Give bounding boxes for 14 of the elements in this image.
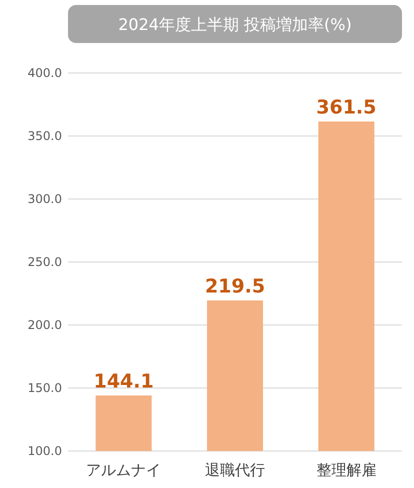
x-tick-label: アルムナイ <box>86 461 162 479</box>
x-tick-label: 整理解雇 <box>316 461 376 479</box>
data-label: 144.1 <box>94 370 154 392</box>
y-tick-label: 300.0 <box>28 192 62 206</box>
chart-title: 2024年度上半期 投稿増加率(%) <box>118 15 352 34</box>
y-tick-label: 350.0 <box>28 129 62 143</box>
data-label: 361.5 <box>316 96 376 119</box>
y-tick-label: 150.0 <box>28 381 62 395</box>
y-tick-label: 250.0 <box>28 255 62 269</box>
x-tick-label: 退職代行 <box>205 461 265 479</box>
y-tick-label: 100.0 <box>28 444 62 458</box>
y-tick-label: 200.0 <box>28 318 62 332</box>
y-tick-label: 400.0 <box>28 66 62 80</box>
data-label: 219.5 <box>204 275 266 298</box>
